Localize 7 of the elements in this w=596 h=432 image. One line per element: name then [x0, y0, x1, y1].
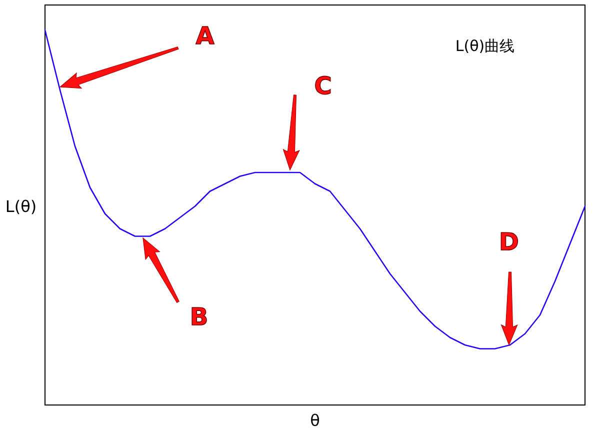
annotation: D — [499, 228, 519, 256]
annotation: A — [196, 22, 215, 50]
y-axis-title: L(θ) — [5, 197, 37, 216]
annotation: L(θ)曲线 — [455, 37, 515, 55]
annotation: B — [190, 303, 208, 331]
x-axis-title: θ — [310, 411, 320, 430]
annotation: C — [314, 72, 332, 100]
